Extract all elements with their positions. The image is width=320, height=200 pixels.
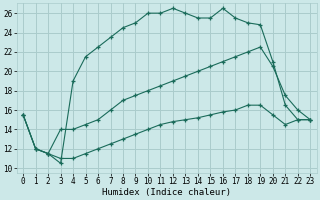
X-axis label: Humidex (Indice chaleur): Humidex (Indice chaleur) xyxy=(102,188,231,197)
